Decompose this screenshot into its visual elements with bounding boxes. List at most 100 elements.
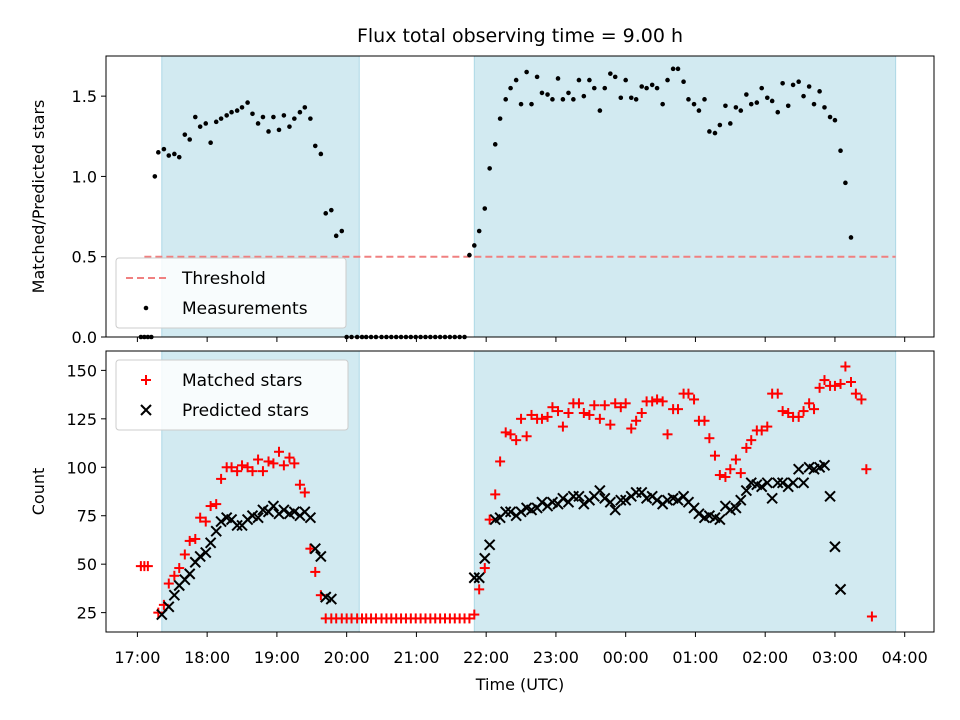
data-point <box>315 550 327 563</box>
data-point <box>218 116 224 121</box>
series-x <box>156 459 847 621</box>
data-point <box>245 100 250 105</box>
data-point <box>654 85 660 91</box>
data-point <box>490 489 501 500</box>
data-point <box>508 85 513 91</box>
data-point <box>208 140 213 146</box>
data-point <box>620 398 631 409</box>
x-tick-label: 19:00 <box>254 648 300 667</box>
data-point <box>691 101 697 107</box>
x-axis-label: Time (UTC) <box>475 675 564 694</box>
data-point <box>850 388 861 399</box>
data-point <box>840 361 851 372</box>
data-point <box>276 127 282 133</box>
data-point <box>284 452 295 463</box>
data-point <box>777 406 788 417</box>
data-point <box>182 132 188 137</box>
data-point <box>253 454 264 465</box>
data-point <box>152 174 158 179</box>
data-point <box>266 129 271 134</box>
data-point <box>818 459 831 472</box>
data-point <box>605 419 616 430</box>
data-point <box>231 519 243 532</box>
y-tick-label: 25 <box>77 604 97 623</box>
data-point <box>594 413 605 424</box>
data-point <box>545 92 550 97</box>
data-point <box>829 380 840 391</box>
data-point <box>504 506 517 518</box>
data-point <box>203 121 209 126</box>
data-point <box>792 463 805 475</box>
data-point <box>260 114 266 120</box>
data-point <box>495 456 506 467</box>
data-point <box>589 400 600 411</box>
data-point <box>631 415 642 426</box>
data-point <box>615 494 627 506</box>
data-point <box>730 502 742 514</box>
data-point <box>472 243 477 248</box>
data-point <box>333 233 339 239</box>
data-point <box>689 394 700 405</box>
data-point <box>594 484 606 497</box>
data-point <box>609 504 621 516</box>
data-point <box>268 458 279 469</box>
data-point <box>639 84 645 89</box>
data-point <box>302 105 308 110</box>
data-point <box>232 466 243 477</box>
data-point <box>672 404 683 415</box>
data-point <box>542 411 553 422</box>
data-point <box>505 429 516 440</box>
data-point <box>848 235 854 240</box>
data-point <box>735 494 747 506</box>
data-point <box>339 228 345 234</box>
data-point <box>829 541 841 553</box>
data-point <box>467 252 472 258</box>
data-point <box>744 92 749 97</box>
data-point <box>797 477 810 489</box>
data-point <box>179 549 190 560</box>
data-point <box>194 550 206 563</box>
data-point <box>200 546 212 559</box>
legend: Matched stars Predicted stars <box>115 359 349 431</box>
data-point <box>699 415 710 426</box>
data-point <box>153 607 164 618</box>
legend-label: Predicted stars <box>182 401 309 421</box>
data-point <box>304 511 317 524</box>
data-point <box>769 98 775 104</box>
data-point <box>521 431 532 442</box>
data-point <box>197 124 203 129</box>
data-point <box>526 409 537 420</box>
data-point <box>183 568 196 580</box>
data-point <box>468 572 481 584</box>
data-point <box>215 515 227 528</box>
data-point <box>161 146 167 152</box>
x-tick-label: 18:00 <box>184 648 230 667</box>
data-point <box>801 93 806 99</box>
data-point <box>239 105 245 110</box>
data-point <box>168 589 181 601</box>
data-point <box>610 398 621 409</box>
x-tick-label: 03:00 <box>812 648 858 667</box>
data-point <box>714 470 725 481</box>
data-point <box>142 561 153 572</box>
data-point <box>289 458 300 469</box>
x-tick-label: 22:00 <box>463 648 509 667</box>
data-point <box>861 464 872 475</box>
data-point <box>273 446 284 457</box>
data-point <box>216 473 227 484</box>
data-point <box>735 468 746 479</box>
data-point <box>764 95 770 101</box>
data-point <box>809 404 820 415</box>
data-point <box>675 66 681 72</box>
legend-marker <box>140 404 152 416</box>
data-point <box>597 108 603 113</box>
y-axis-label: Matched/Predicted stars <box>29 100 48 294</box>
data-point <box>234 108 240 113</box>
data-point <box>192 114 198 120</box>
data-point <box>681 79 686 84</box>
x-axis: 17:00 18:00 19:00 20:00 21:00 22:00 23:00 00:00… <box>114 648 927 667</box>
data-point <box>294 479 305 490</box>
data-point <box>702 97 707 102</box>
data-point <box>476 228 482 234</box>
x-tick-label: 23:00 <box>533 648 579 667</box>
